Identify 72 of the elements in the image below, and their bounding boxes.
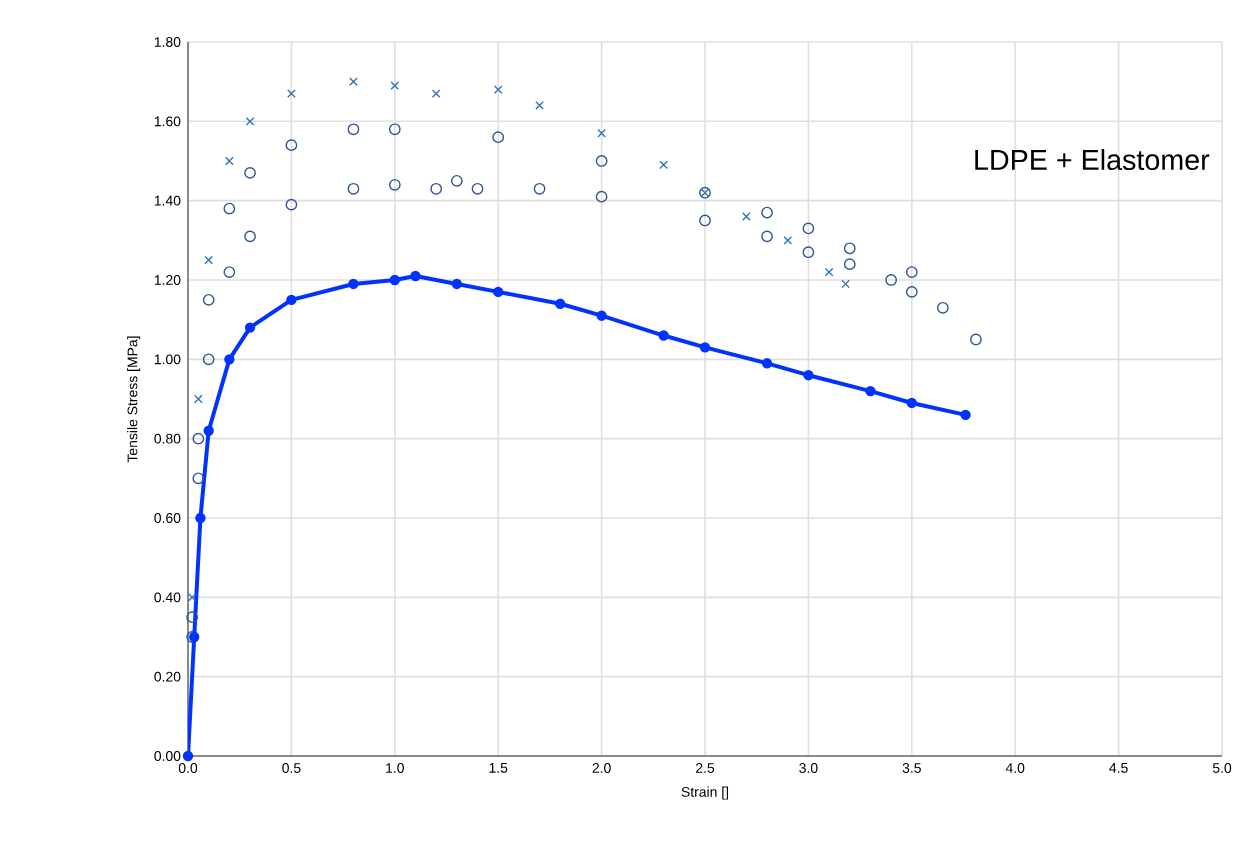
point (192, 432, 205, 445)
point (761, 206, 773, 219)
point (224, 354, 235, 365)
point (970, 333, 982, 346)
point (783, 235, 793, 245)
point (287, 89, 296, 98)
text: LDPE + Elastomer (975, 149, 1210, 171)
point (761, 230, 773, 243)
point (225, 156, 234, 166)
point (388, 178, 401, 191)
point (182, 750, 194, 762)
point (244, 167, 256, 179)
point (471, 182, 484, 195)
point (286, 294, 297, 306)
point (431, 89, 441, 98)
point (451, 278, 463, 290)
point (349, 77, 358, 87)
point (843, 258, 856, 270)
point (492, 131, 505, 144)
point (203, 425, 214, 436)
point (493, 286, 504, 298)
point (450, 174, 463, 187)
point (936, 301, 949, 314)
point (245, 116, 255, 126)
point (595, 155, 608, 167)
point (699, 214, 711, 227)
point (430, 182, 443, 195)
point (285, 198, 298, 211)
point (906, 397, 917, 409)
point (244, 322, 256, 333)
point (202, 293, 215, 306)
point (802, 246, 815, 259)
point (193, 394, 203, 404)
point (885, 274, 897, 286)
point (223, 202, 236, 215)
point (841, 279, 850, 289)
point (843, 242, 856, 255)
point (347, 182, 360, 195)
point (905, 266, 918, 278)
point (244, 230, 256, 243)
point (865, 385, 876, 397)
point (285, 139, 298, 151)
point (389, 274, 400, 286)
point (187, 592, 197, 602)
point (596, 310, 607, 321)
point (388, 123, 401, 136)
point (659, 160, 669, 170)
point (390, 81, 400, 90)
point (699, 342, 711, 353)
point (348, 278, 359, 290)
point (223, 266, 236, 278)
point (533, 182, 546, 195)
point (803, 370, 814, 381)
point (192, 472, 205, 485)
point (555, 298, 566, 309)
point (802, 222, 815, 235)
point (410, 270, 421, 282)
point (535, 101, 544, 110)
point (658, 330, 669, 341)
point (761, 358, 773, 369)
point (195, 512, 206, 524)
point (347, 123, 360, 136)
point (595, 190, 608, 203)
point (960, 409, 971, 421)
point (186, 611, 199, 624)
point (824, 267, 834, 277)
point (597, 128, 606, 138)
point (905, 286, 918, 298)
point (204, 255, 214, 265)
point (202, 353, 215, 366)
point (742, 212, 751, 221)
point (493, 85, 503, 94)
